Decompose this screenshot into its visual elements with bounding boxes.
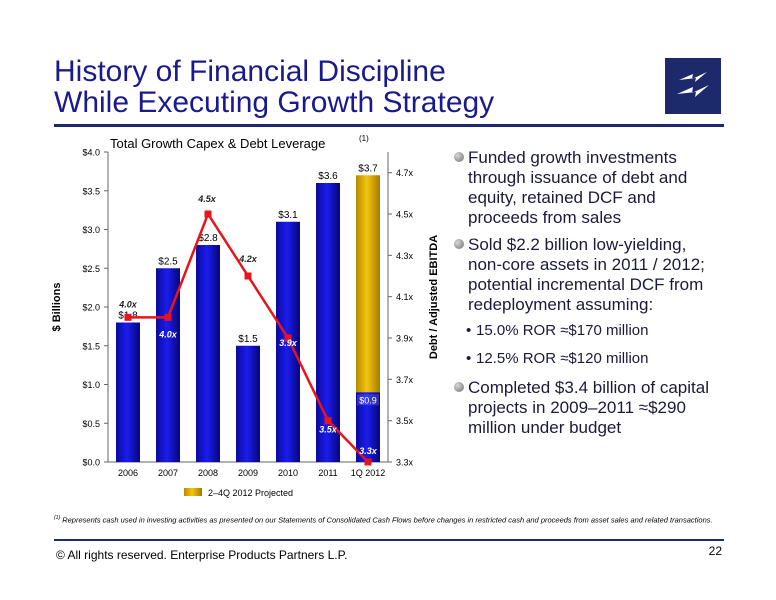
bar-value-label: $3.1	[278, 210, 298, 221]
x-tick-label: 1Q 2012	[351, 468, 386, 478]
bar-value-label: $3.7	[358, 163, 378, 174]
sub-bullet-text: 15.0% ROR ≈$170 million	[476, 322, 649, 339]
bar-capex	[236, 345, 260, 462]
y2-tick-label: 4.5x	[396, 210, 414, 220]
bar-capex	[316, 183, 340, 462]
bullet-text: Completed $3.4 billion of capital projec…	[468, 378, 709, 437]
footer-divider	[54, 539, 724, 541]
leverage-point	[324, 417, 332, 425]
logo-bolt-icon	[677, 72, 709, 97]
bar-capex	[276, 221, 300, 462]
y2-tick-label: 3.3x	[396, 458, 414, 468]
leverage-label: 4.0x	[118, 299, 138, 309]
x-tick-label: 2009	[238, 468, 258, 478]
y2-tick-label: 3.7x	[396, 375, 414, 385]
slide-title: History of Financial Discipline While Ex…	[54, 56, 494, 118]
capex-leverage-chart: Total Growth Capex & Debt Leverage (1) $0.…	[51, 134, 440, 498]
header-divider	[54, 124, 724, 127]
bullet-text: Sold $2.2 billion low-yielding, non-core…	[468, 235, 705, 314]
leverage-label: 4.2x	[238, 254, 258, 264]
bar-value-label: $1.5	[238, 334, 258, 345]
footnote: (1) Represents cash used in investing ac…	[54, 514, 724, 525]
y-axis-title: $ Billions	[51, 283, 63, 332]
legend-swatch-projected	[184, 488, 202, 496]
bullet-item: Completed $3.4 billion of capital projec…	[454, 378, 722, 438]
y-tick-label: $4.0	[82, 148, 100, 158]
bullet-text: Funded growth investments through issuan…	[468, 148, 688, 227]
bullet-icon	[454, 239, 464, 249]
bullet-item: Sold $2.2 billion low-yielding, non-core…	[454, 235, 722, 315]
bar-projected	[356, 175, 380, 393]
y-tick-label: $3.5	[82, 186, 100, 196]
q1-label-bg	[357, 394, 379, 406]
bar-value-label: $2.8	[198, 233, 218, 244]
leverage-point	[244, 272, 252, 280]
y-tick-label: $1.5	[82, 341, 100, 351]
y-tick-label: $0.0	[82, 458, 100, 468]
sub-bullet-item: • 15.0% ROR ≈$170 million	[454, 322, 722, 340]
x-tick-label: 2006	[118, 468, 138, 478]
leverage-point	[204, 210, 212, 218]
y-tick-label: $2.0	[82, 303, 100, 313]
bar-capex	[356, 392, 380, 462]
chart-heading-note: (1)	[359, 134, 369, 143]
footnote-marker: (1)	[54, 515, 61, 521]
sub-bullet-item: • 12.5% ROR ≈$120 million	[454, 350, 722, 368]
y-tick-label: $3.0	[82, 225, 100, 235]
page-number: 22	[708, 544, 722, 558]
bar-capex	[116, 322, 140, 462]
leverage-point	[284, 334, 292, 342]
x-tick-label: 2008	[198, 468, 218, 478]
bullet-icon	[454, 382, 464, 392]
y2-axis-title: Debt / Adjusted EBITDA	[428, 235, 440, 359]
leverage-point	[164, 313, 172, 321]
legend-label-projected: 2–4Q 2012 Projected	[208, 488, 293, 498]
y2-tick-label: 4.7x	[396, 168, 414, 178]
chart-heading: Total Growth Capex & Debt Leverage	[110, 136, 325, 151]
company-logo	[665, 58, 721, 114]
bullet-item: Funded growth investments through issuan…	[454, 148, 722, 228]
leverage-label: 3.9x	[279, 338, 298, 348]
bar-value-label: $2.5	[158, 256, 178, 267]
x-tick-label: 2007	[158, 468, 178, 478]
y2-tick-label: 4.1x	[396, 292, 414, 302]
leverage-point	[364, 458, 372, 466]
bullet-icon	[454, 152, 464, 162]
y2-tick-label: 4.3x	[396, 251, 414, 261]
y2-tick-label: 3.9x	[396, 334, 414, 344]
footnote-text: Represents cash used in investing activi…	[62, 515, 713, 525]
sub-bullet-icon: •	[466, 350, 472, 367]
bar-capex	[196, 245, 220, 462]
sub-bullet-icon: •	[466, 322, 472, 339]
bar-capex	[156, 268, 180, 462]
title-line-1: History of Financial Discipline	[54, 55, 446, 88]
bar-q1-value-label: $0.9	[359, 395, 377, 405]
y2-tick-label: 3.5x	[396, 416, 414, 426]
y-tick-label: $2.5	[82, 264, 100, 274]
bullet-list: Funded growth investments through issuan…	[454, 148, 722, 445]
x-tick-label: 2011	[318, 468, 337, 478]
leverage-label: 4.0x	[158, 329, 178, 339]
leverage-label: 3.3x	[359, 446, 378, 456]
y-tick-label: $1.0	[82, 380, 100, 390]
copyright: © All rights reserved. Enterprise Produc…	[56, 548, 348, 562]
sub-bullet-text: 12.5% ROR ≈$120 million	[476, 350, 649, 367]
bar-value-label: $3.6	[318, 171, 338, 182]
title-line-2: While Executing Growth Strategy	[54, 86, 495, 119]
leverage-point	[124, 313, 132, 321]
y-tick-label: $0.5	[82, 419, 100, 429]
x-tick-label: 2010	[278, 468, 298, 478]
leverage-label: 3.5x	[319, 425, 338, 435]
leverage-label: 4.5x	[197, 194, 217, 204]
